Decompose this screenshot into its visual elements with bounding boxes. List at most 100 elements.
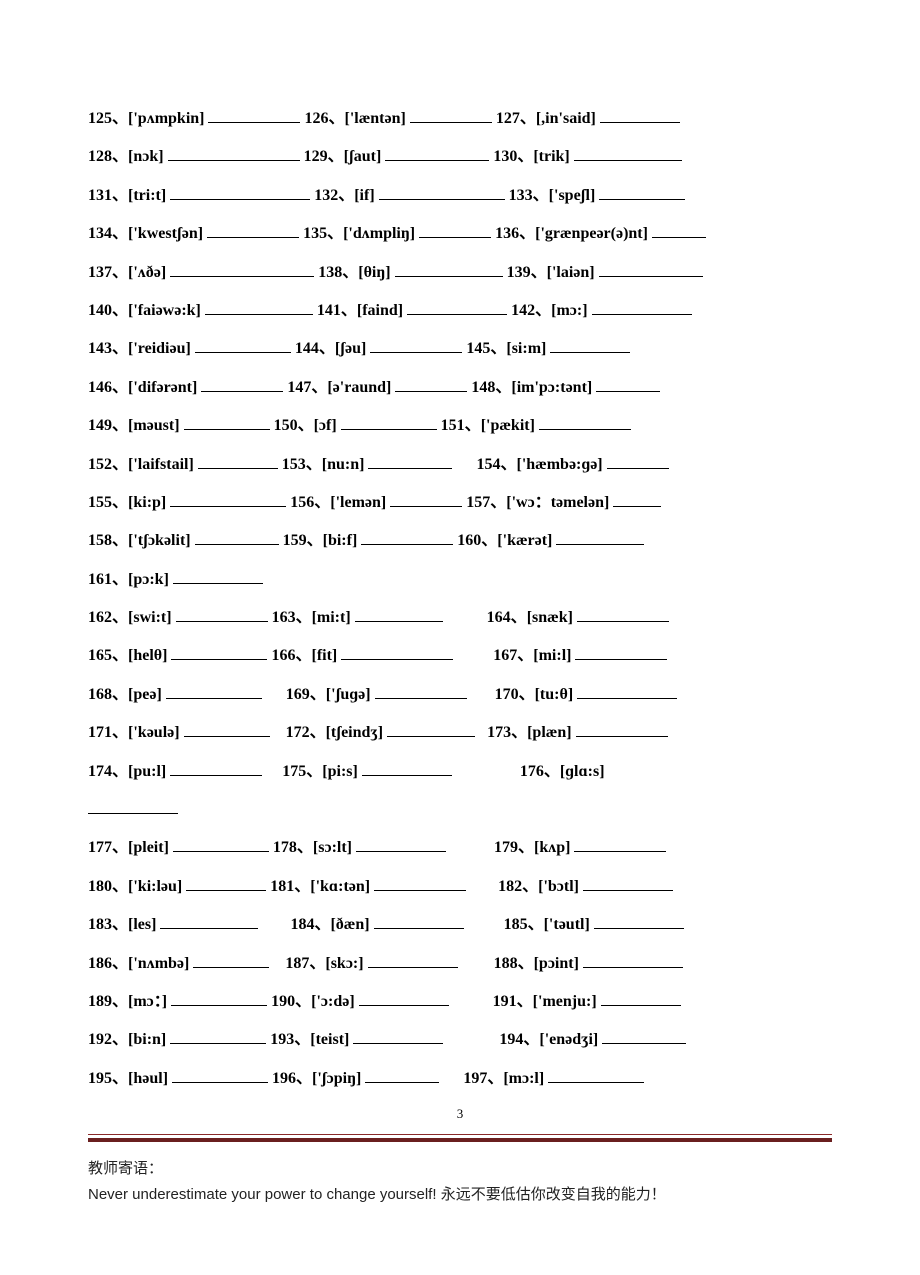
answer-blank[interactable]: [166, 684, 262, 698]
answer-blank[interactable]: [390, 493, 462, 507]
answer-blank[interactable]: [576, 723, 668, 737]
answer-blank[interactable]: [583, 953, 683, 967]
answer-blank[interactable]: [201, 377, 283, 391]
ipa-transcription: [im'pɔ:tənt]: [511, 379, 596, 396]
answer-blank[interactable]: [575, 646, 667, 660]
answer-blank[interactable]: [407, 301, 507, 315]
answer-blank[interactable]: [88, 800, 178, 814]
answer-blank[interactable]: [356, 838, 446, 852]
answer-blank[interactable]: [170, 262, 314, 276]
answer-blank[interactable]: [577, 684, 677, 698]
ipa-transcription: [faind]: [357, 302, 407, 319]
answer-blank[interactable]: [362, 761, 452, 775]
answer-blank[interactable]: [168, 147, 300, 161]
answer-blank[interactable]: [601, 992, 681, 1006]
worksheet-page: 125、['pʌmpkin] 126、['læntən] 127、[,in'sa…: [0, 0, 920, 1247]
answer-blank[interactable]: [577, 608, 669, 622]
answer-blank[interactable]: [186, 876, 266, 890]
answer-blank[interactable]: [652, 224, 706, 238]
item-number: 147、: [287, 379, 327, 396]
ipa-transcription: [skɔ:]: [325, 955, 367, 972]
answer-blank[interactable]: [539, 416, 631, 430]
answer-blank[interactable]: [583, 876, 673, 890]
answer-blank[interactable]: [205, 301, 313, 315]
answer-blank[interactable]: [387, 723, 475, 737]
answer-blank[interactable]: [574, 838, 666, 852]
answer-blank[interactable]: [176, 608, 268, 622]
answer-blank[interactable]: [160, 915, 258, 929]
answer-blank[interactable]: [198, 454, 278, 468]
answer-blank[interactable]: [395, 262, 503, 276]
answer-blank[interactable]: [365, 1068, 439, 1082]
answer-blank[interactable]: [374, 876, 466, 890]
answer-blank[interactable]: [600, 109, 680, 123]
item-number: 127、: [496, 110, 536, 127]
ipa-transcription: [swi:t]: [128, 609, 176, 626]
item-number: 159、: [283, 532, 323, 549]
exercise-line: 161、[pɔ:k]: [88, 569, 832, 591]
answer-blank[interactable]: [195, 531, 279, 545]
answer-blank[interactable]: [607, 454, 669, 468]
item-number: 189、: [88, 993, 128, 1010]
answer-blank[interactable]: [341, 646, 453, 660]
answer-blank[interactable]: [359, 992, 449, 1006]
answer-blank[interactable]: [599, 185, 685, 199]
answer-blank[interactable]: [170, 493, 286, 507]
answer-blank[interactable]: [170, 185, 310, 199]
answer-blank[interactable]: [548, 1068, 644, 1082]
ipa-transcription: [mi:l]: [533, 647, 575, 664]
ipa-transcription: ['kɑ:tən]: [310, 878, 374, 895]
item-number: 142、: [511, 302, 551, 319]
ipa-transcription: [snæk]: [527, 609, 577, 626]
answer-blank[interactable]: [379, 185, 505, 199]
item-number: 185、: [504, 916, 544, 933]
answer-blank[interactable]: [602, 1030, 686, 1044]
answer-blank[interactable]: [385, 147, 489, 161]
answer-blank[interactable]: [171, 992, 267, 1006]
answer-blank[interactable]: [173, 838, 269, 852]
answer-blank[interactable]: [193, 953, 269, 967]
answer-blank[interactable]: [592, 301, 692, 315]
answer-blank[interactable]: [613, 493, 661, 507]
answer-blank[interactable]: [184, 723, 270, 737]
answer-blank[interactable]: [207, 224, 299, 238]
item-number: 150、: [274, 417, 314, 434]
item-number: 165、: [88, 647, 128, 664]
item-number: 169、: [286, 686, 326, 703]
answer-blank[interactable]: [184, 416, 270, 430]
exercise-line: 183、[les] 184、[ðæn] 185、['təutl]: [88, 914, 832, 936]
ipa-transcription: [mi:t]: [312, 609, 355, 626]
ipa-transcription: [tri:t]: [128, 187, 170, 204]
ipa-transcription: [peə]: [128, 686, 166, 703]
answer-blank[interactable]: [173, 569, 263, 583]
answer-blank[interactable]: [170, 1030, 266, 1044]
answer-blank[interactable]: [368, 454, 452, 468]
answer-blank[interactable]: [368, 953, 458, 967]
answer-blank[interactable]: [556, 531, 644, 545]
answer-blank[interactable]: [170, 761, 262, 775]
ipa-transcription: ['ʃɔpiŋ]: [312, 1070, 365, 1087]
item-number: 174、: [88, 763, 128, 780]
answer-blank[interactable]: [353, 1030, 443, 1044]
answer-blank[interactable]: [208, 109, 300, 123]
answer-blank[interactable]: [596, 377, 660, 391]
answer-blank[interactable]: [594, 915, 684, 929]
answer-blank[interactable]: [370, 339, 462, 353]
answer-blank[interactable]: [550, 339, 630, 353]
answer-blank[interactable]: [375, 684, 467, 698]
answer-blank[interactable]: [195, 339, 291, 353]
answer-blank[interactable]: [341, 416, 437, 430]
answer-blank[interactable]: [171, 646, 267, 660]
item-number: 160、: [457, 532, 497, 549]
answer-blank[interactable]: [574, 147, 682, 161]
answer-blank[interactable]: [172, 1068, 268, 1082]
exercise-line: 152、['laifstail] 153、[nu:n] 154、['hæmbə:…: [88, 454, 832, 476]
answer-blank[interactable]: [361, 531, 453, 545]
ipa-transcription: [ɔf]: [314, 417, 341, 434]
answer-blank[interactable]: [395, 377, 467, 391]
answer-blank[interactable]: [410, 109, 492, 123]
answer-blank[interactable]: [374, 915, 464, 929]
answer-blank[interactable]: [599, 262, 703, 276]
answer-blank[interactable]: [355, 608, 443, 622]
answer-blank[interactable]: [419, 224, 491, 238]
